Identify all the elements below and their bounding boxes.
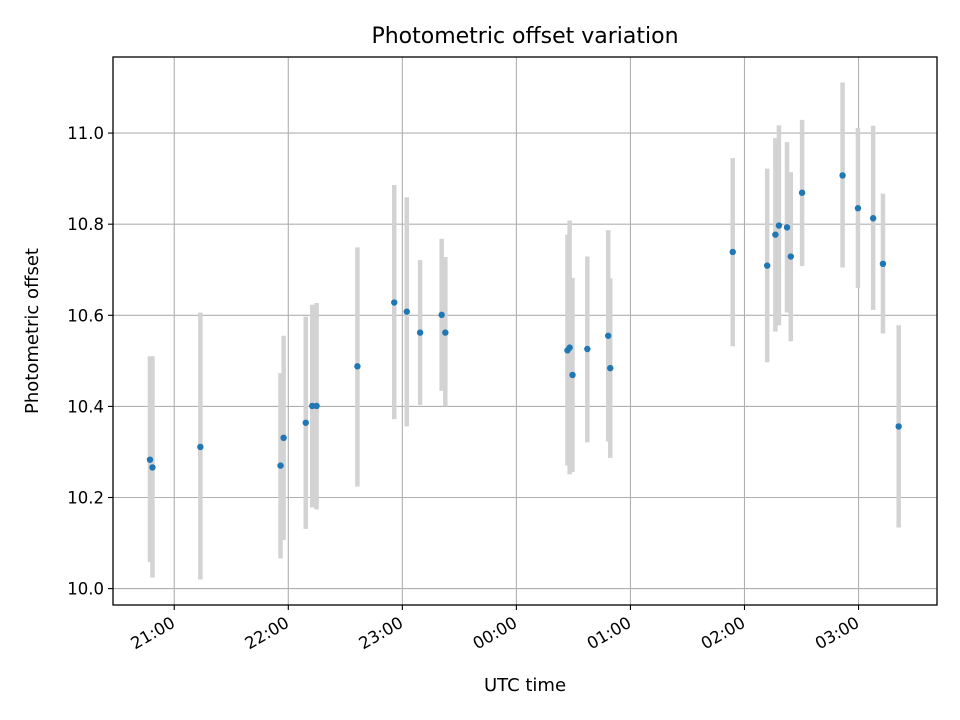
data-point	[313, 402, 320, 410]
data-point	[354, 363, 361, 370]
data-point	[277, 462, 284, 469]
data-point	[584, 345, 591, 353]
data-point	[895, 423, 902, 430]
data-point	[839, 172, 846, 179]
data-point	[879, 260, 887, 268]
data-point	[772, 231, 779, 238]
data-point	[787, 253, 794, 260]
y-tick-label: 10.6	[67, 306, 104, 325]
y-axis-label: Photometric offset	[22, 248, 43, 414]
data-point	[607, 364, 614, 372]
data-point	[763, 262, 771, 269]
grid	[113, 57, 937, 605]
chart-title: Photometric offset variation	[371, 24, 678, 49]
data-point	[280, 434, 287, 442]
data-point	[149, 464, 156, 471]
data-point	[302, 419, 309, 426]
y-tick-label: 10.8	[67, 215, 104, 234]
y-tick-label: 11.0	[67, 124, 104, 143]
y-tick-label: 10.0	[67, 580, 104, 599]
data-point	[869, 215, 877, 222]
data-point	[438, 311, 445, 319]
data-point	[854, 205, 862, 212]
data-points	[146, 172, 902, 471]
data-point	[569, 371, 576, 379]
data-point	[403, 308, 410, 315]
data-point	[416, 329, 424, 336]
y-tick-label: 10.2	[67, 488, 104, 507]
data-point	[146, 456, 154, 463]
data-point	[566, 344, 573, 351]
y-tick-label: 10.4	[67, 397, 104, 416]
data-point	[391, 299, 398, 306]
data-point	[783, 224, 791, 231]
data-point	[604, 332, 612, 339]
plot-frame	[112, 56, 938, 606]
data-point	[798, 189, 806, 196]
data-point	[442, 329, 449, 336]
data-point	[197, 443, 204, 451]
data-point	[729, 248, 736, 256]
x-axis-label: UTC time	[484, 675, 566, 696]
data-point	[775, 222, 783, 229]
